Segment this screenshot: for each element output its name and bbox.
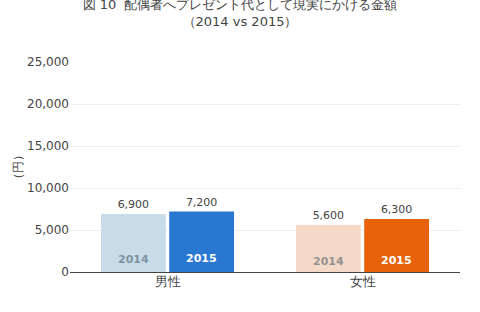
svg-text:2014: 2014: [118, 253, 149, 266]
svg-text:0: 0: [61, 265, 69, 279]
svg-text:6,300: 6,300: [381, 203, 413, 216]
svg-text:7,200: 7,200: [186, 196, 218, 209]
svg-text:図 10 配偶者へプレゼント代として現実にかける金額（20: 図 10 配偶者へプレゼント代として現実にかける金額（2014 vs 2015）: [83, 0, 398, 29]
svg-text:25,000: 25,000: [27, 55, 69, 69]
svg-text:女性: 女性: [350, 274, 376, 289]
svg-text:6,900: 6,900: [118, 198, 150, 211]
svg-text:5,000: 5,000: [35, 223, 69, 237]
svg-text:5,600: 5,600: [313, 209, 345, 222]
svg-text:（円）: （円）: [11, 149, 25, 185]
svg-text:2015: 2015: [381, 254, 412, 267]
svg-text:10,000: 10,000: [27, 181, 69, 195]
svg-text:20,000: 20,000: [27, 97, 69, 111]
svg-text:男性: 男性: [155, 274, 181, 289]
svg-text:2014: 2014: [313, 255, 344, 268]
svg-text:15,000: 15,000: [27, 139, 69, 153]
svg-text:2015: 2015: [186, 252, 217, 265]
